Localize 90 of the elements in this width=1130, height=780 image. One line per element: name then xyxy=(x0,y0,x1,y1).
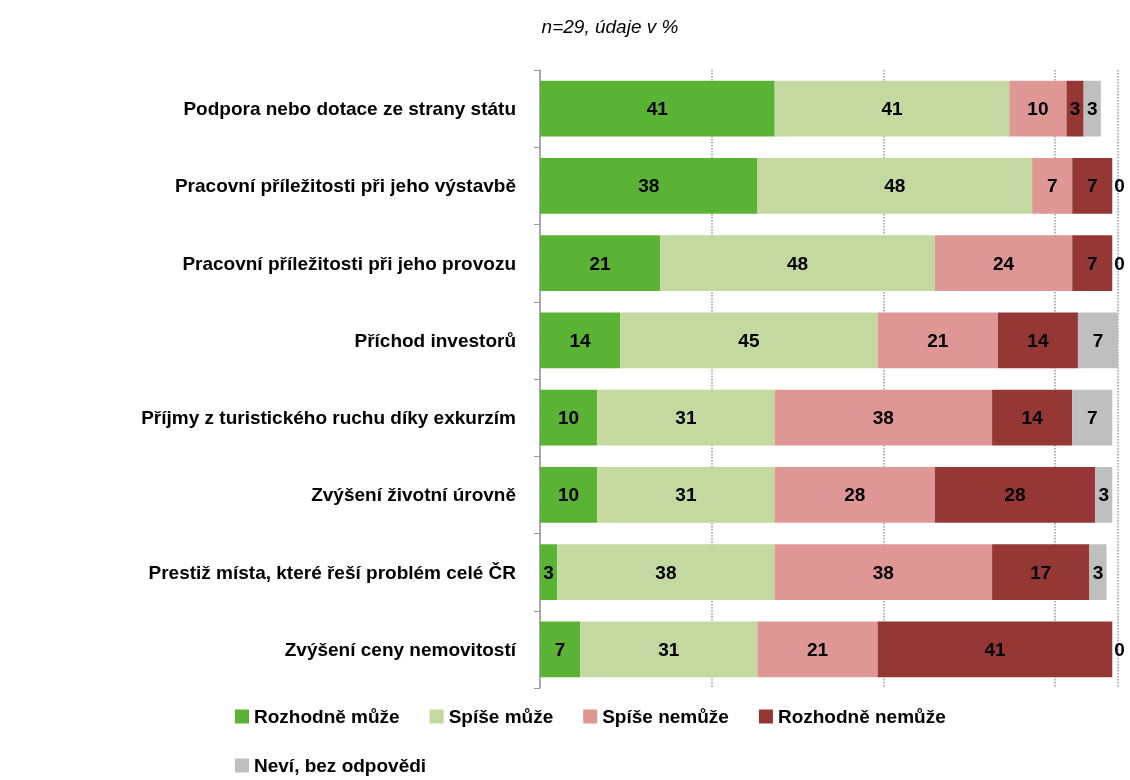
y-tick-label: Pracovní příležitosti při jeho výstavbě xyxy=(174,175,516,197)
bar xyxy=(540,389,598,446)
y-tick-label: Příjmy z turistického ruchu díky exkurzím xyxy=(141,407,516,429)
y-tick-label: Zvýšení životní úrovně xyxy=(311,484,516,506)
bar xyxy=(1032,158,1073,214)
data-label: 45 xyxy=(738,329,760,351)
data-label: 3 xyxy=(1098,484,1109,506)
bar xyxy=(757,621,878,678)
y-tick-label: Pracovní příležitosti při jeho provozu xyxy=(182,252,516,274)
bar xyxy=(992,389,1073,446)
data-label: 24 xyxy=(992,252,1015,274)
bar xyxy=(540,235,661,291)
data-label: 3 xyxy=(1086,98,1098,120)
legend-label: Spíše nemůže xyxy=(602,706,729,727)
data-label: 31 xyxy=(675,407,697,429)
bar xyxy=(620,312,878,369)
bar xyxy=(774,80,1010,137)
data-label: 48 xyxy=(786,252,809,274)
data-label: 38 xyxy=(655,561,677,583)
bar xyxy=(660,235,935,291)
data-label: 38 xyxy=(872,407,894,429)
bar xyxy=(1066,80,1084,137)
bar xyxy=(540,312,621,369)
bar xyxy=(580,621,758,678)
y-tick-label: Zvýšení ceny nemovitostí xyxy=(284,638,517,660)
data-label: 7 xyxy=(1086,175,1098,197)
legend-label: Rozhodně nemůže xyxy=(777,706,946,727)
data-label: 3 xyxy=(1069,98,1081,120)
bar xyxy=(1072,389,1113,446)
data-label: 7 xyxy=(1086,252,1098,274)
data-label: 10 xyxy=(558,407,580,429)
bar xyxy=(1095,467,1113,523)
bar xyxy=(774,544,993,600)
bar xyxy=(597,389,775,446)
data-label: 10 xyxy=(558,484,580,506)
bar xyxy=(774,467,935,523)
data-label: 3 xyxy=(1092,561,1104,583)
bar xyxy=(992,544,1090,600)
bar xyxy=(540,467,598,523)
bar xyxy=(557,544,775,600)
data-label: 7 xyxy=(1092,329,1104,351)
data-label: 28 xyxy=(844,484,866,506)
bar xyxy=(877,312,998,369)
data-label: 41 xyxy=(646,98,669,120)
legend-label: Neví, bez odpovědi xyxy=(254,755,427,776)
bar xyxy=(1077,312,1118,369)
chart-title: n=29, údaje v % xyxy=(541,16,679,37)
data-label: 0 xyxy=(1114,175,1125,197)
bar xyxy=(877,621,1113,678)
data-label: 38 xyxy=(872,561,894,583)
data-label: 28 xyxy=(1004,484,1026,506)
data-label: 31 xyxy=(675,484,697,506)
y-tick-label: Podpora nebo dotace ze strany státu xyxy=(183,98,516,120)
data-label: 7 xyxy=(1086,407,1098,429)
data-label: 41 xyxy=(984,638,1006,660)
legend-label: Rozhodně může xyxy=(254,706,400,727)
bar xyxy=(1089,544,1107,600)
data-label: 38 xyxy=(638,175,660,197)
data-label: 31 xyxy=(658,638,680,660)
y-tick-label: Prestiž místa, které řeší problém celé ČR xyxy=(148,561,517,583)
bar xyxy=(597,467,775,523)
data-label: 7 xyxy=(554,638,566,660)
data-label: 41 xyxy=(881,98,903,120)
data-label: 14 xyxy=(1021,407,1044,429)
bar xyxy=(934,467,1096,523)
data-label: 14 xyxy=(569,329,592,351)
bar xyxy=(1072,158,1113,214)
data-label: 17 xyxy=(1030,561,1052,583)
bar xyxy=(540,621,581,678)
bar xyxy=(540,80,775,137)
bar xyxy=(997,312,1078,369)
data-label: 10 xyxy=(1027,98,1049,120)
data-label: 0 xyxy=(1114,252,1125,274)
y-tick-label: Příchod investorů xyxy=(354,329,516,351)
data-label: 0 xyxy=(1114,638,1125,660)
data-label: 3 xyxy=(543,561,554,583)
bar xyxy=(934,235,1073,291)
bar xyxy=(540,158,758,214)
data-label: 48 xyxy=(884,175,906,197)
bar xyxy=(1072,235,1113,291)
bar xyxy=(757,158,1033,214)
bar xyxy=(774,389,993,446)
bar xyxy=(1009,80,1067,137)
legend-label: Spíše může xyxy=(448,706,554,727)
data-label: 14 xyxy=(1027,329,1049,351)
bar xyxy=(540,544,558,600)
data-label: 7 xyxy=(1046,175,1058,197)
data-label: 21 xyxy=(927,329,949,351)
data-label: 21 xyxy=(806,638,829,660)
data-label: 21 xyxy=(589,252,612,274)
